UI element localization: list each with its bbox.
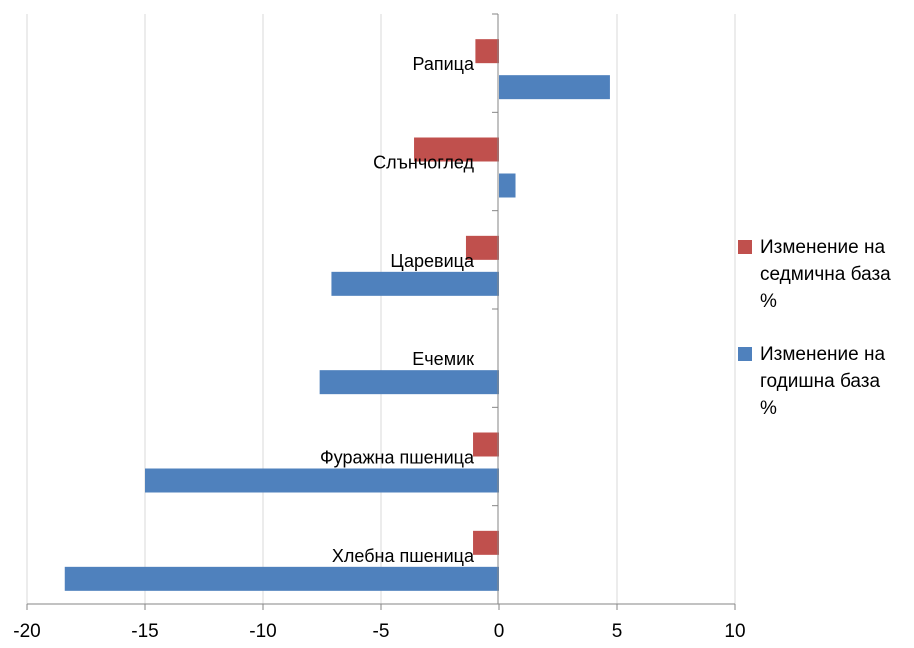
x-tick-label: 0 [494, 621, 505, 642]
category-label: Ечемик [412, 349, 474, 369]
category-label: Царевица [390, 251, 475, 271]
bar-weekly [473, 432, 499, 457]
legend-swatch-annual [738, 347, 752, 361]
category-label: Рапица [412, 54, 475, 74]
bar-weekly [475, 39, 499, 64]
bar-annual [64, 566, 499, 591]
x-tick-label: 10 [724, 621, 745, 642]
category-label: Хлебна пшеница [332, 546, 475, 566]
bar-annual [319, 370, 499, 395]
category-labels: Хлебна пшеница Фуражна пшеница Ечемик Царев… [320, 54, 475, 566]
bar-annual [499, 173, 516, 198]
x-tick-label: -20 [13, 621, 40, 642]
legend-item-weekly: Изменение на седмична база % [738, 234, 908, 315]
bar-annual [499, 75, 610, 100]
gridlines [26, 14, 736, 604]
bar-annual [145, 468, 499, 493]
legend-item-annual: Изменение на годишна база % [738, 341, 908, 422]
legend-label-annual: Изменение на годишна база % [760, 344, 886, 419]
x-tick-label: -15 [131, 621, 158, 642]
bars [64, 39, 610, 591]
legend-swatch-weekly [738, 240, 752, 254]
category-label: Слънчоглед [373, 153, 474, 173]
bar-weekly [465, 235, 499, 260]
legend-label-weekly: Изменение на седмична база % [760, 237, 891, 312]
x-tick-label: -5 [373, 621, 390, 642]
bar-weekly [473, 530, 499, 555]
bar-annual [331, 271, 499, 296]
axes [26, 13, 736, 610]
x-tick-labels: -20 -15 -10 -5 0 5 10 [13, 621, 745, 642]
bar-weekly [414, 137, 499, 162]
legend: Изменение на седмична база % Изменение н… [738, 234, 908, 448]
category-label: Фуражна пшеница [320, 448, 475, 468]
x-tick-label: -10 [249, 621, 276, 642]
x-tick-label: 5 [612, 621, 623, 642]
